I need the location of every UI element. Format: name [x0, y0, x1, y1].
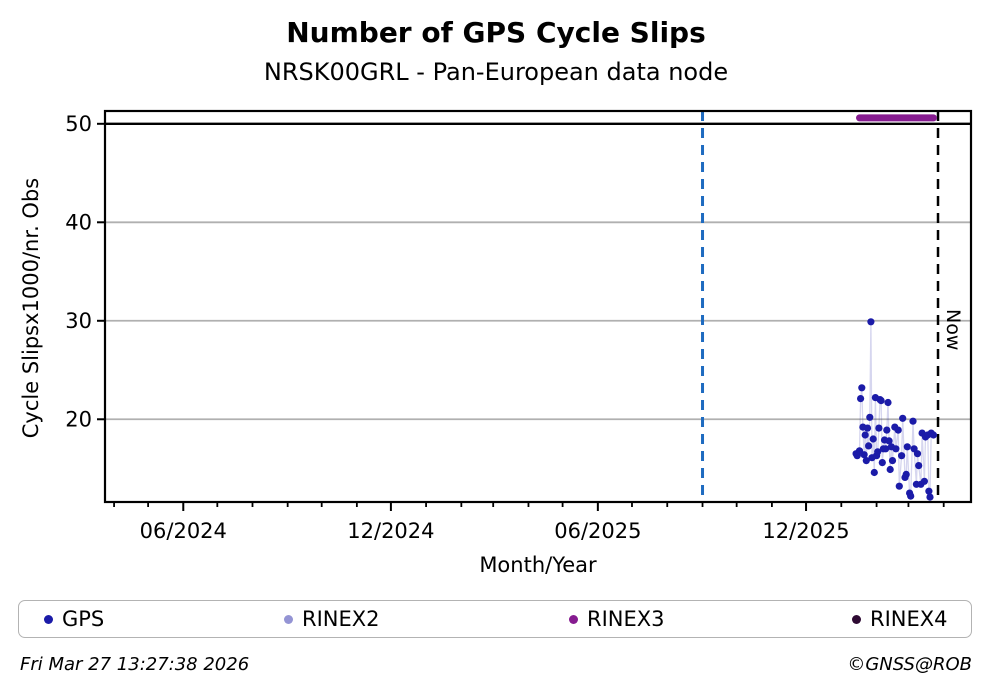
gps-point — [883, 426, 891, 434]
legend-label: GPS — [62, 607, 105, 631]
gps-line — [855, 321, 934, 498]
legend-label: RINEX3 — [587, 607, 665, 631]
gps-point — [882, 445, 890, 453]
rinex2-marker-icon — [284, 614, 293, 624]
plot-timestamp: Fri Mar 27 13:27:38 2026 — [20, 654, 250, 675]
gps-point — [862, 457, 870, 465]
gps-point — [902, 470, 910, 478]
y-tick-label: 40 — [65, 210, 92, 234]
gps-marker-icon — [44, 614, 53, 624]
gps-point — [903, 443, 911, 451]
gps-point — [857, 395, 865, 403]
gps-point — [892, 445, 900, 453]
gps-point — [860, 451, 868, 459]
gps-point — [886, 465, 894, 474]
gps-point — [915, 462, 923, 470]
x-tick-label: 06/2024 — [140, 519, 227, 543]
gps-point — [895, 482, 903, 490]
gps-point — [898, 452, 906, 460]
legend-item-rinex2: RINEX2 — [284, 601, 380, 637]
page-subtitle: NRSK00GRL - Pan-European data node — [263, 58, 729, 86]
gps-point — [865, 442, 873, 450]
gps-point — [909, 417, 917, 425]
gps-point — [907, 492, 915, 500]
gps-point — [863, 424, 872, 432]
gps-point — [870, 468, 878, 477]
gps-point — [920, 477, 929, 485]
x-tick-label: 12/2025 — [762, 519, 849, 543]
y-tick-label: 50 — [65, 112, 92, 136]
legend: GPS RINEX2 RINEX3 RINEX4 — [18, 600, 972, 638]
legend-label: RINEX2 — [302, 607, 380, 631]
gps-point — [867, 318, 875, 326]
gps-point — [875, 424, 883, 432]
gps-point — [874, 448, 882, 456]
gps-point — [894, 426, 902, 434]
gps-point — [925, 487, 933, 495]
gps-point — [861, 431, 869, 439]
legend-label: RINEX4 — [870, 607, 948, 631]
gps-point — [899, 414, 907, 422]
plot-frame — [103, 109, 973, 504]
legend-item-rinex4: RINEX4 — [852, 601, 948, 637]
page-title: Number of GPS Cycle Slips — [286, 16, 706, 49]
gps-point — [885, 437, 893, 445]
credit-text: ©GNSS@ROB — [847, 654, 972, 675]
gps-point — [888, 457, 897, 465]
x-axis-label: Month/Year — [479, 553, 597, 577]
now-label: Now — [942, 309, 964, 350]
gps-point — [878, 459, 886, 467]
gps-point — [869, 435, 877, 443]
gps-point — [877, 397, 885, 405]
y-tick-label: 30 — [65, 309, 92, 333]
gps-point — [929, 431, 938, 439]
rinex3-marker-icon — [569, 614, 578, 624]
gps-point — [866, 413, 874, 421]
gps-point — [858, 384, 866, 392]
gps-point — [913, 450, 922, 458]
x-tick-label: 12/2024 — [347, 519, 434, 543]
x-tick-label: 06/2025 — [554, 519, 641, 543]
legend-item-gps: GPS — [44, 601, 104, 637]
rinex4-marker-icon — [852, 614, 861, 624]
y-tick-label: 20 — [65, 407, 92, 431]
gps-point — [884, 398, 892, 407]
gps-point — [926, 493, 934, 501]
legend-item-rinex3: RINEX3 — [569, 601, 665, 637]
